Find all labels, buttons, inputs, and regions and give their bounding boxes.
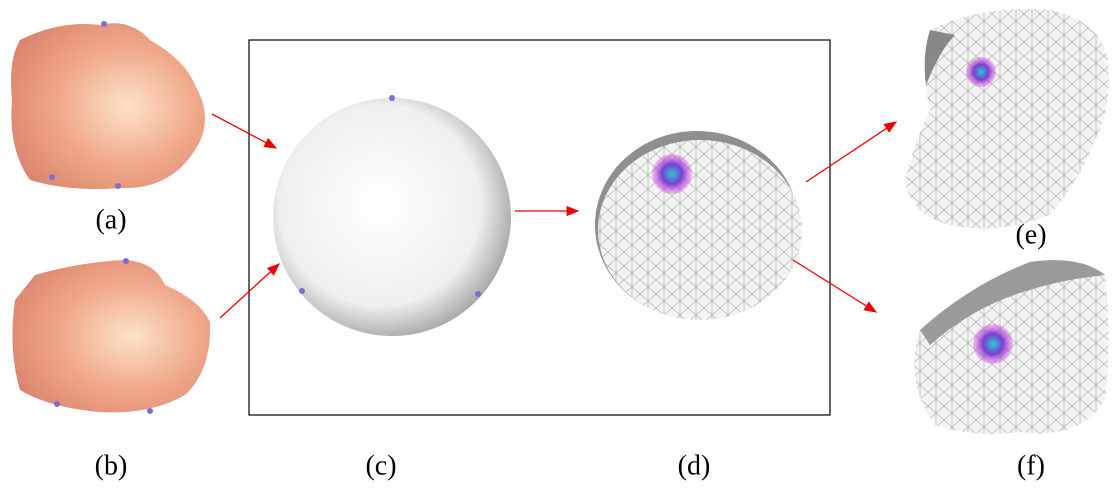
- landmark: [49, 174, 55, 180]
- arrow: [806, 122, 896, 182]
- page: (a) (b) (c) (d) (e) (f) (() => { const d…: [0, 0, 1115, 493]
- panel-label: (b): [95, 450, 128, 481]
- panel-label: (e): [1015, 219, 1046, 250]
- landmark: [299, 288, 305, 294]
- shape-a: [11, 23, 205, 189]
- arrow: [212, 114, 276, 148]
- panel-label: (c): [365, 450, 396, 481]
- landmark: [115, 183, 121, 189]
- figure: (a) (b) (c) (d) (e) (f): [0, 0, 1115, 493]
- landmark: [123, 258, 129, 264]
- landmark: [54, 401, 60, 407]
- spot: [652, 154, 692, 194]
- panel-label: (d): [678, 450, 711, 481]
- landmark: [475, 291, 481, 297]
- landmark: [147, 408, 153, 414]
- panel-label: (f): [1017, 450, 1045, 481]
- ellipsoid: [598, 140, 802, 320]
- spot: [966, 57, 996, 87]
- arrow: [793, 260, 876, 312]
- landmark: [101, 21, 107, 27]
- shape-b: [12, 260, 210, 412]
- sphere: [273, 98, 511, 336]
- landmark: [389, 95, 395, 101]
- spot: [973, 324, 1013, 364]
- panel-label: (a): [95, 204, 126, 235]
